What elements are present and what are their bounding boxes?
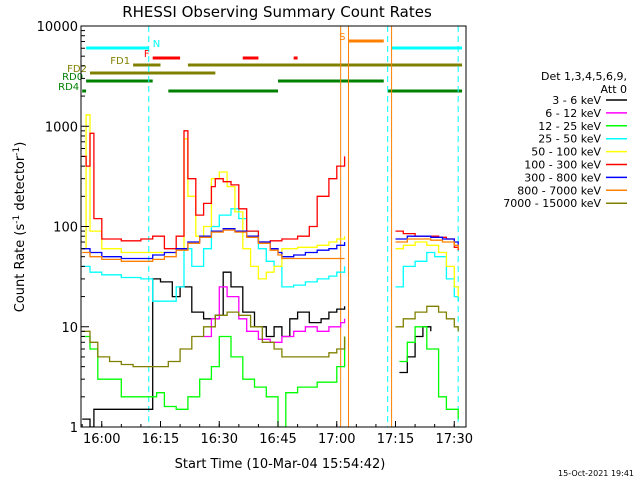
x-axis-label: Start Time (10-Mar-04 15:54:42) xyxy=(175,457,386,472)
legend-label-50-100-kev: 50 - 100 keV xyxy=(531,146,601,159)
y-axis-label-main: Count Rate (s xyxy=(13,224,28,313)
x-tick-label-2: 16:30 xyxy=(201,432,238,447)
y-axis-label-mid: detector xyxy=(13,155,28,215)
y-axis-label-end: ) xyxy=(13,142,28,147)
flag-label-rd0: RD0 xyxy=(62,72,83,83)
legend-label-300-800-kev: 300 - 800 keV xyxy=(524,171,601,184)
flag-label-rd4: RD4 xyxy=(58,82,79,93)
legend-label-7000-15000-kev: 7000 - 15000 keV xyxy=(503,197,601,210)
y-axis-label-exp1: -1 xyxy=(12,215,22,224)
flag-label-fd1: FD1 xyxy=(110,56,130,67)
flag-label-fd2: FD2 xyxy=(67,64,87,75)
series-line-7000-15000-kev xyxy=(82,305,459,368)
series-line-3-6-kev xyxy=(82,271,432,427)
generation-timestamp: 15-Oct-2021 19:41 xyxy=(558,469,634,478)
legend-header-line-2: Att 0 xyxy=(601,83,627,96)
flag-label-f: F xyxy=(144,49,150,60)
y-tick-label-2: 100 xyxy=(53,221,78,236)
y-tick-label-0: 1 xyxy=(70,421,78,436)
x-axis-ticks: 16:00 16:15 16:30 16:45 17:00 17:15 17:30 xyxy=(81,421,473,447)
flag-label-s: S xyxy=(339,32,345,43)
x-tick-label-6: 17:30 xyxy=(436,432,473,447)
x-tick-label-3: 16:45 xyxy=(259,432,296,447)
x-tick-label-4: 17:00 xyxy=(318,432,355,447)
y-tick-label-4: 10000 xyxy=(37,20,78,35)
x-tick-label-5: 17:15 xyxy=(377,432,414,447)
legend-header-line-1: Det 1,3,4,5,6,9, xyxy=(541,70,627,83)
series-line-800-7000-kev xyxy=(82,229,459,262)
series-line-25-50-kev xyxy=(82,208,459,302)
legend-label-800-7000-kev: 800 - 7000 keV xyxy=(517,184,601,197)
legend-label-12-25-kev: 12 - 25 keV xyxy=(538,120,601,133)
vertical-markers xyxy=(148,26,459,427)
legend-label-6-12-kev: 6 - 12 keV xyxy=(545,107,601,120)
legend-label-100-300-kev: 100 - 300 keV xyxy=(524,159,601,172)
y-axis-ticks: 1 10 100 1000 10000 xyxy=(37,20,89,436)
series-line-100-300-kev xyxy=(82,130,459,251)
y-axis-label: Count Rate (s-1 detector-1) xyxy=(12,142,28,313)
data-series xyxy=(82,114,459,427)
y-axis-label-exp2: -1 xyxy=(12,147,22,156)
x-tick-label-0: 16:00 xyxy=(83,432,120,447)
chart-title: RHESSI Observing Summary Count Rates xyxy=(122,3,432,21)
y-tick-label-3: 1000 xyxy=(45,120,78,135)
flag-label-n: N xyxy=(153,39,160,50)
series-line-50-100-kev xyxy=(82,114,459,297)
legend-label-3-6-kev: 3 - 6 keV xyxy=(552,94,601,107)
y-tick-label-1: 10 xyxy=(61,321,78,336)
x-tick-label-1: 16:15 xyxy=(142,432,179,447)
series-line-12-25-kev xyxy=(82,326,459,427)
legend-label-25-50-kev: 25 - 50 keV xyxy=(538,133,601,146)
